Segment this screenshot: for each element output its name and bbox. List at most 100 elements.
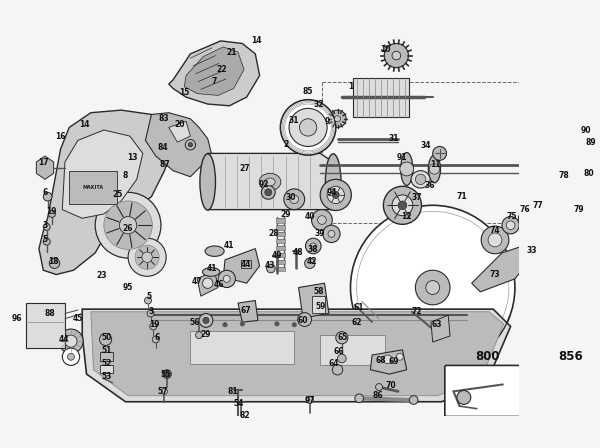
Text: 86: 86 (372, 391, 383, 400)
Text: 69: 69 (389, 357, 399, 366)
Text: 83: 83 (158, 114, 169, 123)
Text: 88: 88 (45, 309, 56, 318)
Text: 15: 15 (179, 88, 190, 97)
Ellipse shape (205, 246, 224, 256)
FancyBboxPatch shape (542, 366, 599, 417)
Text: 94: 94 (326, 188, 337, 197)
Circle shape (415, 270, 450, 305)
Text: 50: 50 (101, 333, 112, 342)
Text: MAKITA: MAKITA (82, 185, 103, 190)
Bar (100, 353, 113, 361)
Text: 51: 51 (101, 346, 112, 355)
Circle shape (203, 317, 209, 323)
Circle shape (43, 192, 52, 201)
Text: 2: 2 (283, 140, 288, 149)
Polygon shape (184, 47, 244, 95)
Circle shape (292, 323, 296, 327)
Circle shape (506, 221, 515, 229)
Bar (276, 267, 285, 271)
Circle shape (532, 209, 542, 219)
Circle shape (49, 258, 60, 268)
Ellipse shape (401, 152, 413, 185)
Text: 28: 28 (268, 228, 279, 237)
Circle shape (188, 142, 193, 147)
Ellipse shape (411, 171, 430, 188)
Text: 17: 17 (38, 158, 49, 167)
Text: 54: 54 (233, 399, 244, 408)
Circle shape (433, 146, 446, 160)
Circle shape (311, 210, 332, 230)
Polygon shape (472, 244, 532, 292)
Text: 73: 73 (490, 270, 500, 279)
Text: 14: 14 (79, 121, 89, 129)
Circle shape (150, 323, 157, 330)
Bar (276, 253, 285, 257)
Circle shape (43, 224, 50, 230)
Circle shape (522, 215, 529, 222)
Text: 856: 856 (558, 350, 583, 363)
Text: 61: 61 (353, 303, 364, 312)
Text: 60: 60 (298, 316, 308, 325)
Bar (548, 374, 592, 409)
Circle shape (334, 116, 341, 122)
Text: 62: 62 (352, 318, 362, 327)
Text: 49: 49 (272, 251, 282, 260)
Ellipse shape (200, 154, 215, 210)
Text: 75: 75 (506, 212, 517, 221)
Text: 13: 13 (127, 153, 137, 162)
Circle shape (275, 322, 279, 326)
Ellipse shape (325, 154, 341, 210)
Circle shape (145, 297, 151, 304)
Circle shape (59, 329, 83, 353)
Text: 44: 44 (59, 335, 69, 344)
Text: 14: 14 (251, 35, 262, 44)
Text: 78: 78 (558, 171, 569, 180)
Text: 91: 91 (397, 153, 407, 162)
Circle shape (336, 332, 348, 344)
Text: 33: 33 (526, 246, 536, 255)
Circle shape (95, 192, 161, 258)
Polygon shape (91, 312, 503, 396)
Text: 7: 7 (212, 77, 217, 86)
Circle shape (119, 216, 137, 234)
Text: 6: 6 (43, 188, 47, 197)
Polygon shape (169, 41, 260, 106)
Circle shape (376, 383, 383, 391)
Bar (276, 218, 285, 223)
Circle shape (199, 314, 213, 327)
Text: 44: 44 (241, 260, 251, 269)
Ellipse shape (203, 267, 220, 276)
Circle shape (49, 211, 55, 217)
Circle shape (397, 353, 403, 360)
Text: 63: 63 (432, 320, 442, 329)
Ellipse shape (428, 155, 440, 183)
Circle shape (299, 119, 317, 136)
Polygon shape (39, 110, 173, 275)
Bar (276, 260, 285, 264)
Circle shape (240, 322, 244, 326)
Circle shape (305, 238, 321, 254)
Text: 800: 800 (475, 350, 499, 363)
Bar (353, 78, 409, 117)
Text: 97: 97 (305, 396, 315, 405)
Circle shape (265, 189, 272, 196)
Circle shape (161, 388, 167, 394)
Polygon shape (62, 130, 143, 218)
Circle shape (384, 43, 409, 68)
Polygon shape (238, 301, 258, 322)
Text: 45: 45 (73, 314, 83, 323)
Text: 29: 29 (280, 210, 291, 220)
Circle shape (203, 278, 213, 289)
Text: 32: 32 (313, 100, 324, 109)
Circle shape (338, 354, 346, 363)
Circle shape (289, 108, 327, 146)
Text: 41: 41 (223, 241, 234, 250)
Polygon shape (197, 270, 218, 296)
Polygon shape (37, 156, 53, 179)
Text: 68: 68 (376, 356, 386, 365)
Circle shape (502, 216, 519, 234)
Circle shape (457, 391, 471, 405)
Text: 10: 10 (380, 45, 391, 54)
Text: 40: 40 (305, 212, 315, 221)
Text: 21: 21 (227, 47, 237, 56)
